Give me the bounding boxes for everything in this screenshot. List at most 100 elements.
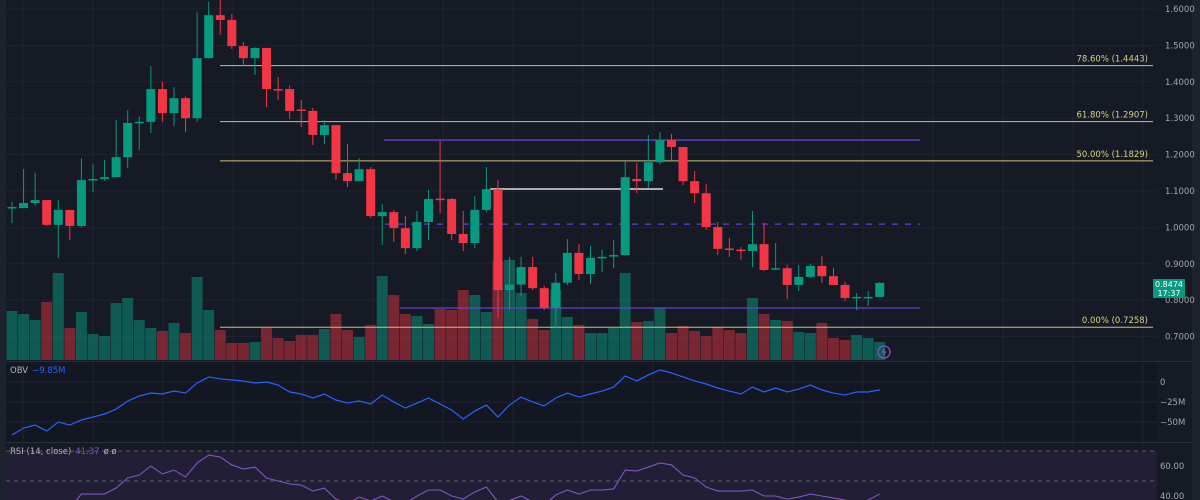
volume-bar <box>816 323 828 360</box>
price-tick-label: 1.5000 <box>1165 41 1195 51</box>
volume-bar <box>642 321 654 360</box>
candle-up <box>516 267 526 285</box>
volume-bar <box>827 338 839 360</box>
candle-down <box>343 173 353 182</box>
rsi-tick-label: 60.00 <box>1160 462 1184 472</box>
candle-up <box>30 200 40 204</box>
lightning-icon[interactable] <box>877 345 891 359</box>
candle-down <box>493 189 503 291</box>
rsi-legend[interactable]: RSI (14, close) 41.37 ø ø <box>10 447 117 457</box>
volume-bar <box>839 340 851 360</box>
candle-down <box>296 109 306 111</box>
volume-bar <box>480 312 492 360</box>
volume-bar <box>156 331 168 360</box>
volume-bar <box>249 342 261 360</box>
candle-up <box>863 296 873 299</box>
volume-bar <box>793 332 805 360</box>
volume-bar <box>365 325 377 360</box>
rsi-extra: ø ø <box>103 447 117 457</box>
obv-tick-label: −25M <box>1160 398 1185 408</box>
volume-bar <box>18 314 30 360</box>
candle-up <box>377 212 387 217</box>
candle-up <box>192 58 202 119</box>
candle-down <box>65 209 75 226</box>
volume-bar <box>862 338 874 360</box>
candle-up <box>123 122 133 158</box>
volume-bar <box>87 334 99 360</box>
candle-down <box>840 284 850 299</box>
volume-bar <box>596 333 608 360</box>
volume-bar <box>665 333 677 360</box>
volume-bar <box>110 303 122 360</box>
volume-bar <box>261 328 273 360</box>
candle-down <box>42 200 52 225</box>
candle-down <box>215 15 225 20</box>
candle-down <box>736 249 746 252</box>
candle-up <box>100 177 110 179</box>
candle-up <box>354 169 364 182</box>
candle-up <box>19 203 29 209</box>
volume-bar <box>168 323 180 360</box>
candle-down <box>701 193 711 228</box>
volume-bar <box>457 290 469 360</box>
candle-down <box>690 181 700 194</box>
price-tick-label: 0.9000 <box>1165 260 1195 270</box>
volume-bar <box>515 293 527 360</box>
volume-bar <box>608 328 620 360</box>
candle-down <box>227 19 237 47</box>
price-tick-label: 0.7000 <box>1165 333 1195 343</box>
obv-pane: 0 −25M −50M <box>6 369 1185 436</box>
obv-line <box>11 369 880 436</box>
candle-down <box>632 178 642 182</box>
obv-legend[interactable]: OBV −9.85M <box>10 366 65 376</box>
volume-bar <box>735 333 747 360</box>
volume-bar <box>631 322 643 360</box>
price-tick-label: 1.2000 <box>1165 151 1195 161</box>
price-tick-label: 0.8000 <box>1165 296 1195 306</box>
candle-up <box>551 282 561 308</box>
volume-bar <box>64 328 76 360</box>
candle-down <box>308 110 318 135</box>
candle-down <box>400 228 410 249</box>
rsi-pane: 60.00 40.00 <box>6 450 1184 500</box>
volume-bar <box>689 331 701 360</box>
left-edge-strip <box>0 0 6 500</box>
volume-bar <box>411 316 423 360</box>
candle-up <box>111 157 121 178</box>
volume-bar <box>619 273 631 360</box>
candle-down <box>782 268 792 285</box>
price-tick-label: 1.3000 <box>1165 114 1195 124</box>
candle-up <box>562 252 572 283</box>
candle-up <box>470 209 480 244</box>
candle-up <box>505 284 515 291</box>
volume-bar <box>133 320 145 360</box>
volume-bar <box>700 336 712 360</box>
volume-bar <box>423 324 435 360</box>
volume-bar <box>52 273 64 360</box>
volume-bar <box>353 337 365 360</box>
price-axis[interactable]: 1.6000 1.5000 1.4000 1.3000 1.2000 1.1000 1.00… <box>1165 5 1195 343</box>
volume-bar <box>342 330 354 360</box>
candle-down <box>285 89 295 111</box>
candle-down <box>435 198 445 201</box>
candle-up <box>597 256 607 259</box>
price-tick-label: 1.4000 <box>1165 78 1195 88</box>
candle-up <box>747 244 757 252</box>
obv-tick-label: 0 <box>1160 378 1165 388</box>
candle-up <box>53 209 63 225</box>
volume-bar <box>770 320 782 360</box>
candle-down <box>678 146 688 182</box>
candle-up <box>424 199 434 222</box>
volume-bar <box>758 314 770 360</box>
candle-up <box>134 121 144 124</box>
volume-bar <box>237 343 249 360</box>
candle-down <box>539 288 549 308</box>
candle-up <box>586 257 595 274</box>
volume-bar <box>272 338 284 360</box>
candle-up <box>88 178 98 181</box>
candle-up <box>7 207 17 209</box>
candle-down <box>157 89 167 114</box>
candle-up <box>805 265 815 277</box>
fib-level-label: 0.00% (0.7258) <box>1082 316 1148 326</box>
